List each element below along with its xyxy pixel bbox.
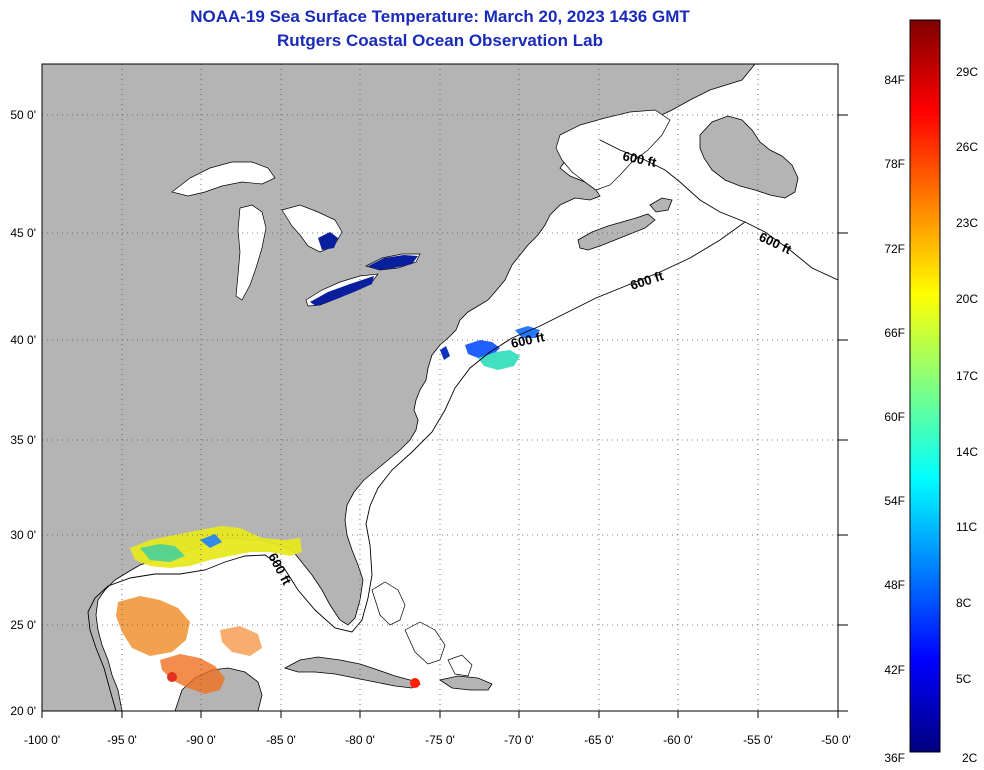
lake-superior bbox=[171, 161, 276, 197]
lon-label: -60 0' bbox=[663, 733, 693, 747]
lat-label: 45 0' bbox=[10, 226, 36, 240]
contour-600ft-northeast bbox=[599, 139, 838, 281]
lon-label: -90 0' bbox=[186, 733, 216, 747]
sst-chesapeake bbox=[440, 346, 450, 360]
colorbar-c-label: 2C bbox=[962, 751, 978, 765]
contour-600ft-florida bbox=[87, 544, 373, 711]
gulf-st-lawrence bbox=[555, 109, 671, 191]
longitude-labels: -100 0' -95 0' -90 0' -85 0' -80 0' -75 … bbox=[24, 733, 851, 747]
map-title: NOAA-19 Sea Surface Temperature: March 2… bbox=[190, 7, 690, 26]
colorbar-c-label: 11C bbox=[956, 520, 977, 534]
colorbar-c-label: 29C bbox=[956, 65, 978, 79]
lon-label: -80 0' bbox=[345, 733, 375, 747]
colorbar-f-labels: 84F 78F 72F 66F 60F 54F 48F 42F 36F bbox=[884, 73, 905, 765]
colorbar-c-label: 5C bbox=[956, 672, 972, 686]
lon-label: -85 0' bbox=[266, 733, 296, 747]
colorbar-c-labels: 29C 26C 23C 20C 17C 14C 11C 8C 5C 2C bbox=[956, 65, 978, 765]
sst-gulf-orange-2 bbox=[160, 654, 225, 694]
lon-label: -55 0' bbox=[743, 733, 773, 747]
sst-lake-huron bbox=[318, 232, 338, 250]
colorbar-c-label: 14C bbox=[956, 445, 978, 459]
colorbar-f-label: 60F bbox=[884, 410, 905, 424]
colorbar-f-label: 54F bbox=[884, 494, 905, 508]
sst-caribbean-warm-spot bbox=[410, 678, 420, 688]
sst-gulf-orange-3 bbox=[220, 626, 262, 656]
bahamas-bank-3 bbox=[447, 654, 473, 677]
lon-label: -50 0' bbox=[821, 733, 851, 747]
contour-label: 600 ft bbox=[510, 329, 547, 351]
bahamas-bank-1 bbox=[371, 581, 406, 626]
axis-ticks bbox=[41, 114, 848, 718]
lake-michigan bbox=[235, 204, 267, 301]
land-nova-scotia bbox=[577, 213, 656, 251]
lat-label: 25 0' bbox=[10, 618, 36, 632]
lon-label: -95 0' bbox=[107, 733, 137, 747]
latitude-labels: 20 0' 25 0' 30 0' 35 0' 40 0' 45 0' 50 0… bbox=[10, 108, 36, 718]
sst-mid-atlantic-cyan bbox=[478, 350, 520, 370]
sst-mid-atlantic-blue bbox=[465, 340, 500, 358]
lon-label: -70 0' bbox=[504, 733, 534, 747]
colorbar-f-label: 42F bbox=[884, 663, 905, 677]
land-newfoundland bbox=[699, 115, 799, 199]
lat-label: 40 0' bbox=[10, 333, 36, 347]
sst-gulf-coast-green bbox=[140, 544, 185, 562]
colorbar-f-label: 84F bbox=[884, 73, 905, 87]
contour-600ft-shelf bbox=[365, 221, 746, 546]
land-cuba bbox=[283, 656, 421, 689]
colorbar bbox=[909, 19, 941, 753]
colorbar-f-label: 36F bbox=[884, 751, 905, 765]
colorbar-f-label: 48F bbox=[884, 578, 905, 592]
lon-label: -100 0' bbox=[24, 733, 60, 747]
colorbar-c-label: 26C bbox=[956, 140, 978, 154]
colorbar-c-label: 8C bbox=[956, 596, 972, 610]
sst-gulf-warm-spot bbox=[167, 672, 177, 682]
map-subtitle: Rutgers Coastal Ocean Observation Lab bbox=[277, 31, 603, 50]
lat-label: 50 0' bbox=[10, 108, 36, 122]
land-hispaniola bbox=[438, 675, 493, 691]
sst-lake-ontario bbox=[368, 255, 418, 270]
lat-label: 30 0' bbox=[10, 528, 36, 542]
colorbar-f-label: 66F bbox=[884, 326, 905, 340]
sst-gulf-orange bbox=[116, 596, 190, 656]
sst-lake-erie bbox=[310, 276, 374, 306]
lat-label: 35 0' bbox=[10, 433, 36, 447]
contour-label: 600 ft bbox=[621, 148, 658, 170]
lon-label: -65 0' bbox=[584, 733, 614, 747]
land-cape-breton bbox=[649, 197, 673, 213]
lon-label: -75 0' bbox=[425, 733, 455, 747]
sst-gulf-coast-blue bbox=[200, 534, 222, 548]
bahamas-bank-2 bbox=[404, 621, 446, 665]
colorbar-c-label: 23C bbox=[956, 216, 978, 230]
colorbar-f-label: 78F bbox=[884, 157, 905, 171]
colorbar-c-label: 17C bbox=[956, 369, 978, 383]
colorbar-f-label: 72F bbox=[884, 242, 905, 256]
colorbar-c-label: 20C bbox=[956, 292, 978, 306]
lat-label: 20 0' bbox=[10, 704, 36, 718]
